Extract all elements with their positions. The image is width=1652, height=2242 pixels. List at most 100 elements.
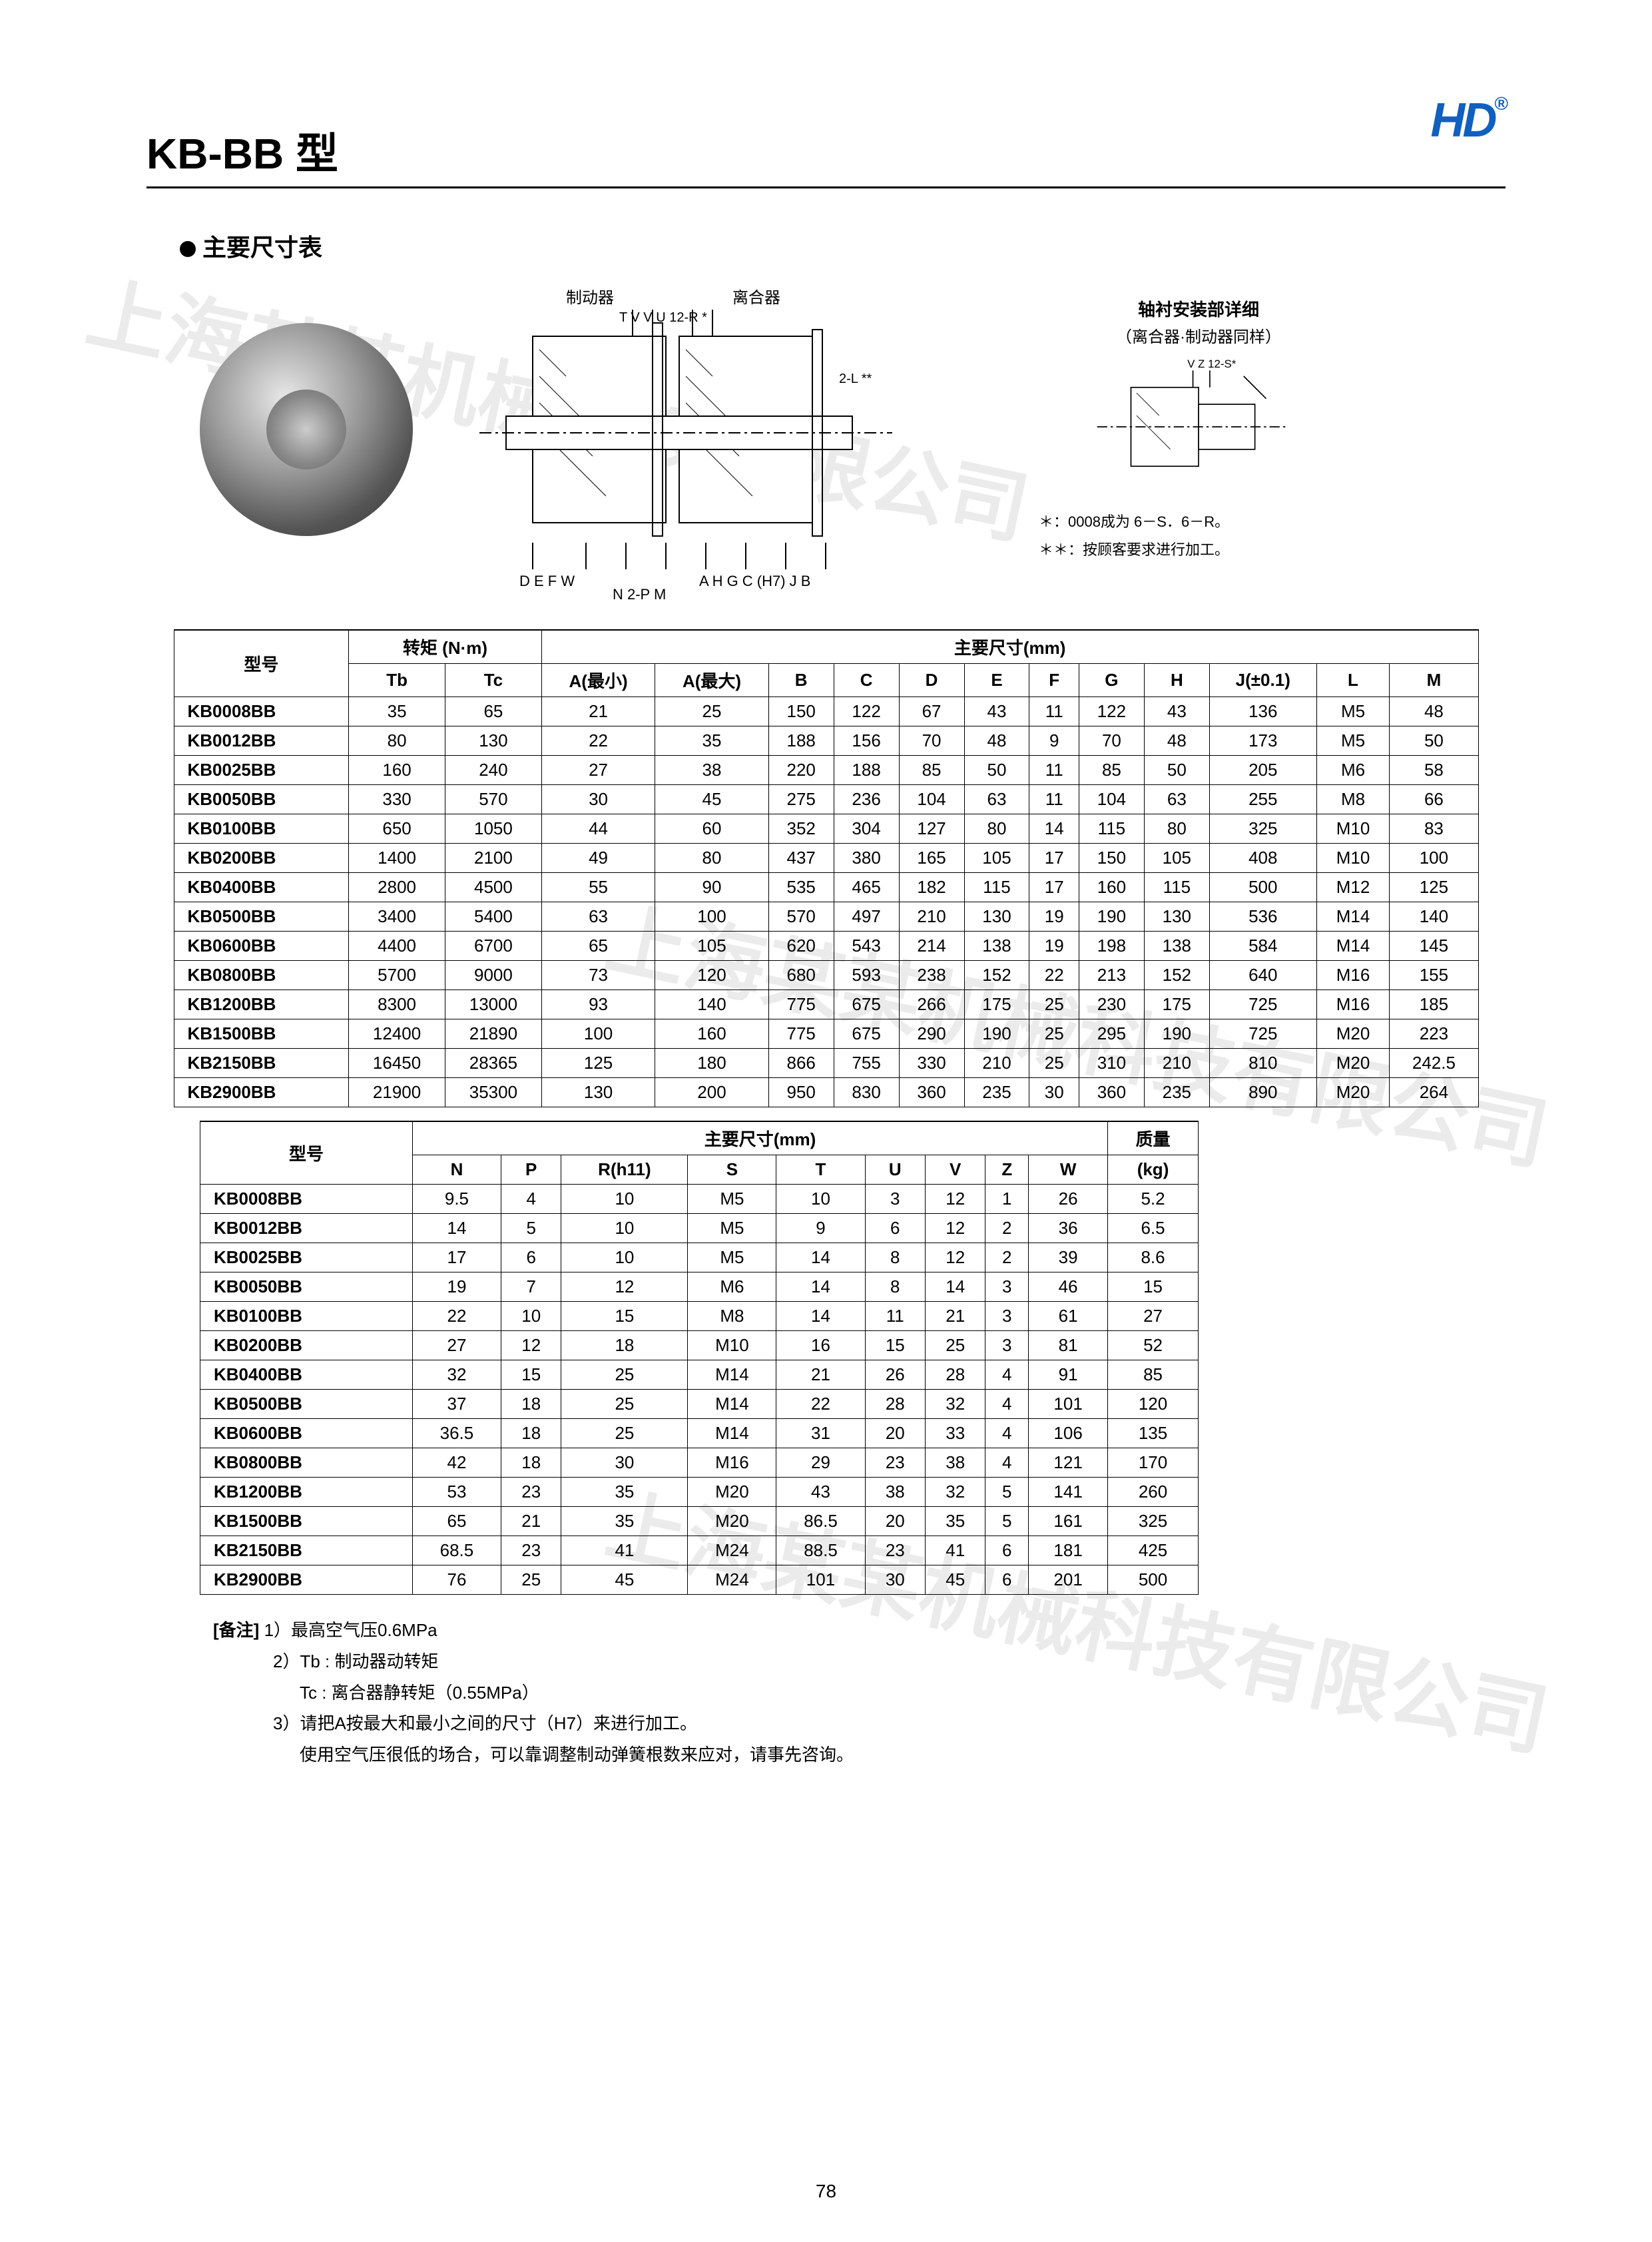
value-cell: 536 (1209, 902, 1316, 932)
table-row: KB1500BB652135M2086.520355161325 (200, 1507, 1199, 1536)
value-cell: 25 (561, 1360, 688, 1390)
value-cell: 13000 (445, 990, 542, 1019)
model-cell: KB0100BB (200, 1302, 413, 1331)
value-cell: 21 (925, 1302, 985, 1331)
value-cell: M5 (688, 1243, 776, 1272)
value-cell: 5 (985, 1507, 1029, 1536)
value-cell: M14 (688, 1419, 776, 1448)
value-cell: 70 (899, 726, 964, 756)
model-cell: KB0500BB (200, 1390, 413, 1419)
mass-cell: 6.5 (1108, 1214, 1199, 1243)
value-cell: 4 (985, 1419, 1029, 1448)
value-cell: 65 (445, 697, 542, 726)
value-cell: 88.5 (776, 1536, 865, 1565)
value-cell: 105 (655, 932, 768, 961)
model-cell: KB0200BB (200, 1331, 413, 1360)
value-cell: 264 (1390, 1078, 1478, 1107)
value-cell: 30 (561, 1448, 688, 1478)
value-cell: 138 (964, 932, 1029, 961)
value-cell: 19 (412, 1272, 501, 1302)
table-row: KB0600BB36.51825M143120334106135 (200, 1419, 1199, 1448)
t2-mass-unit: (kg) (1108, 1155, 1199, 1185)
value-cell: 7 (501, 1272, 561, 1302)
value-cell: 5700 (349, 961, 445, 990)
model-cell: KB0600BB (174, 932, 349, 961)
value-cell: 136 (1209, 697, 1316, 726)
value-cell: 37 (412, 1390, 501, 1419)
value-cell: 200 (655, 1078, 768, 1107)
value-cell: 8300 (349, 990, 445, 1019)
value-cell: 35 (655, 726, 768, 756)
model-cell: KB2150BB (174, 1049, 349, 1078)
model-cell: KB0012BB (200, 1214, 413, 1243)
value-cell: 3400 (349, 902, 445, 932)
value-cell: 45 (925, 1565, 985, 1595)
value-cell: 122 (834, 697, 899, 726)
value-cell: 325 (1209, 814, 1316, 844)
value-cell: 18 (501, 1448, 561, 1478)
two-l-label: 2-L ** (839, 372, 872, 386)
value-cell: 210 (899, 902, 964, 932)
table-row: KB0200BB271218M1016152538152 (200, 1331, 1199, 1360)
mass-cell: 8.6 (1108, 1243, 1199, 1272)
value-cell: 38 (865, 1478, 925, 1507)
value-cell: 8 (865, 1243, 925, 1272)
value-cell: 48 (964, 726, 1029, 756)
value-cell: 105 (964, 844, 1029, 873)
value-cell: 130 (445, 726, 542, 756)
value-cell: 25 (501, 1565, 561, 1595)
value-cell: 63 (1144, 785, 1209, 814)
value-cell: 55 (541, 873, 655, 902)
value-cell: 68.5 (412, 1536, 501, 1565)
value-cell: 21900 (349, 1078, 445, 1107)
value-cell: 28 (925, 1360, 985, 1390)
value-cell: M20 (1316, 1078, 1390, 1107)
table-row: KB0025BB16024027382201888550118550205M65… (174, 756, 1478, 785)
value-cell: 5 (985, 1478, 1029, 1507)
value-cell: 535 (768, 873, 834, 902)
value-cell: 12 (925, 1214, 985, 1243)
t2-col-header: T (776, 1155, 865, 1185)
value-cell: 76 (412, 1565, 501, 1595)
value-cell: M24 (688, 1565, 776, 1595)
value-cell: 235 (1144, 1078, 1209, 1107)
value-cell: 205 (1209, 756, 1316, 785)
value-cell: 23 (865, 1448, 925, 1478)
model-cell: KB0100BB (174, 814, 349, 844)
cross-section-drawing: 制动器 离合器 T V V U 12-R * D E F W N 2-P M A… (453, 283, 999, 603)
mass-cell: 5.2 (1108, 1185, 1199, 1214)
value-cell: 173 (1209, 726, 1316, 756)
value-cell: 36.5 (412, 1419, 501, 1448)
logo-mark: ® (1494, 93, 1506, 114)
value-cell: 16450 (349, 1049, 445, 1078)
value-cell: 304 (834, 814, 899, 844)
t2-col-header: R(h11) (561, 1155, 688, 1185)
value-cell: 6 (985, 1536, 1029, 1565)
model-cell: KB0500BB (174, 902, 349, 932)
notes-label: [备注] (213, 1620, 259, 1640)
model-cell: KB2900BB (174, 1078, 349, 1107)
mass-cell: 15 (1108, 1272, 1199, 1302)
value-cell: 223 (1390, 1019, 1478, 1049)
t1-dims-header: 主要尺寸(mm) (541, 630, 1478, 664)
value-cell: 15 (865, 1331, 925, 1360)
value-cell: 25 (655, 697, 768, 726)
value-cell: 680 (768, 961, 834, 990)
value-cell: 4500 (445, 873, 542, 902)
value-cell: 48 (1144, 726, 1209, 756)
value-cell: 26 (865, 1360, 925, 1390)
model-cell: KB1500BB (200, 1507, 413, 1536)
dims-left: D E F W (519, 573, 575, 589)
value-cell: 18 (501, 1390, 561, 1419)
model-cell: KB0400BB (200, 1360, 413, 1390)
value-cell: 80 (349, 726, 445, 756)
value-cell: 214 (899, 932, 964, 961)
value-cell: 497 (834, 902, 899, 932)
value-cell: M16 (1316, 961, 1390, 990)
dims-right: A H G C (H7) J B (699, 573, 810, 589)
value-cell: 152 (1144, 961, 1209, 990)
t1-col-header: H (1144, 664, 1209, 697)
value-cell: M8 (1316, 785, 1390, 814)
value-cell: M20 (1316, 1019, 1390, 1049)
table-row: KB0025BB17610M5148122398.6 (200, 1243, 1199, 1272)
